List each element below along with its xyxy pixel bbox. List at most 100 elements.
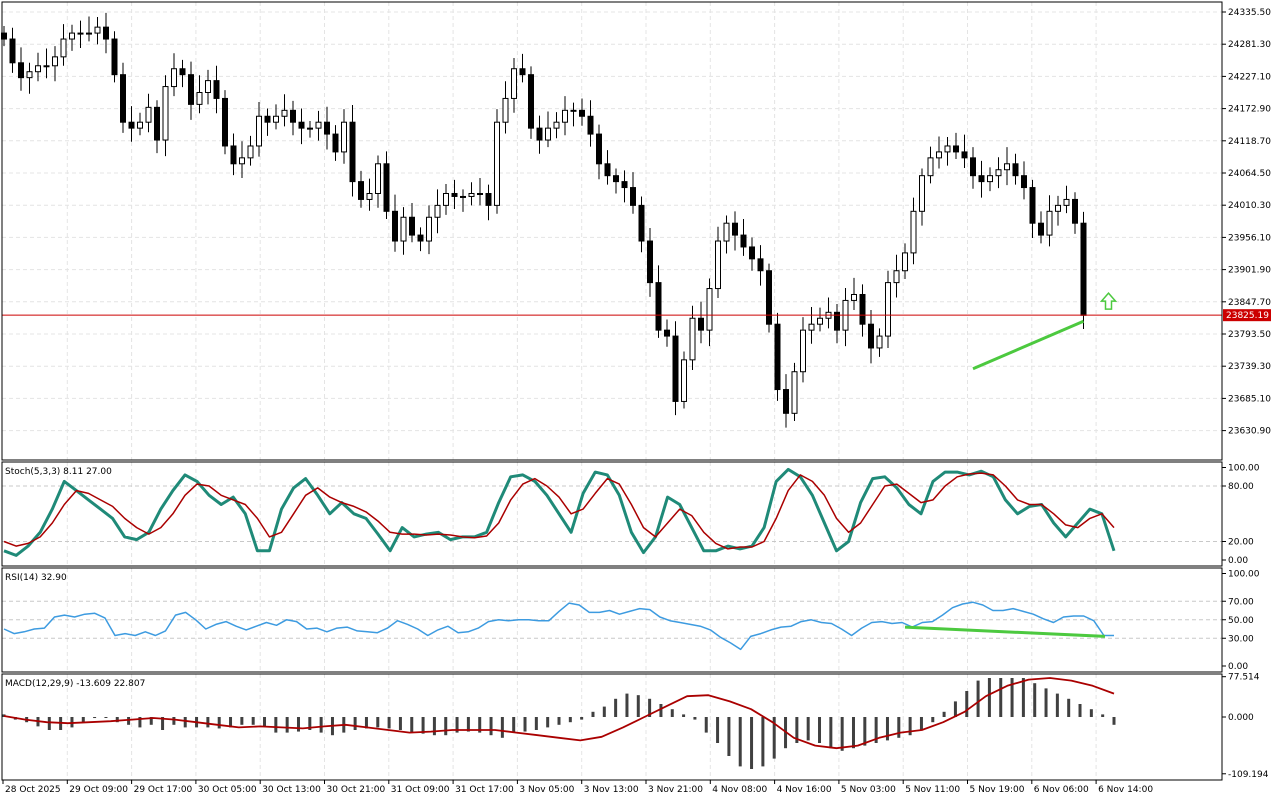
- rsi-line: [3, 601, 1114, 651]
- candle-body: [800, 329, 806, 373]
- candle-body: [145, 106, 152, 123]
- candle-body: [902, 252, 908, 272]
- rsi-panel[interactable]: [3, 601, 1114, 651]
- time-tick-label: 5 Nov 03:00: [841, 785, 896, 795]
- axes: 24335.50 24281.30 24227.10 24172.90 24118.70…: [2, 8, 1271, 795]
- candle-body: [77, 32, 84, 35]
- candle-body: [434, 204, 441, 218]
- candle-body: [944, 145, 951, 153]
- rsi-tick-label: 100.00: [1228, 570, 1260, 580]
- macd-histogram-bar: [953, 701, 957, 717]
- candle-body: [868, 323, 874, 349]
- price-divergence-line: [972, 319, 1085, 371]
- candle-body: [893, 270, 900, 284]
- candle-body: [1038, 222, 1044, 236]
- macd-histogram-bar: [897, 717, 901, 738]
- time-tick-label: 29 Oct 09:00: [69, 785, 128, 795]
- macd-histogram-bar: [432, 717, 436, 736]
- candle-body: [417, 234, 424, 242]
- macd-tick-label: 77.514: [1228, 673, 1260, 683]
- candle-body: [477, 192, 483, 195]
- time-tick-label: 28 Oct 2025: [5, 785, 61, 795]
- price-tick-label: 23901.90: [1228, 266, 1271, 276]
- candle-body: [1080, 222, 1087, 316]
- macd-histogram-bar: [648, 698, 652, 717]
- stoch-signal-line: [3, 472, 1115, 550]
- macd-histogram-bar: [795, 717, 799, 743]
- candle-body: [698, 317, 704, 331]
- time-tick-label: 3 Nov 13:00: [584, 785, 639, 795]
- candle-body: [1012, 163, 1019, 177]
- candle-body: [1021, 175, 1027, 189]
- macd-histogram-bar: [115, 717, 119, 723]
- macd-histogram-bar: [727, 717, 731, 756]
- macd-histogram-bar: [716, 717, 720, 743]
- macd-histogram-bar: [466, 717, 470, 732]
- candle-body: [808, 323, 815, 331]
- macd-histogram-bar: [704, 717, 708, 733]
- macd-histogram-bar: [614, 698, 618, 717]
- candle-body: [681, 359, 687, 402]
- macd-histogram-bar: [534, 717, 538, 730]
- candle-body: [936, 151, 942, 159]
- candle-body: [706, 288, 713, 331]
- current-price-badge: [1223, 309, 1271, 322]
- macd-histogram-bar: [818, 717, 822, 743]
- candle-body: [383, 163, 390, 212]
- current-price-label: 23825.19: [1226, 311, 1269, 321]
- macd-histogram-bar: [1112, 717, 1116, 725]
- macd-histogram-bar: [308, 717, 312, 730]
- macd-histogram-bar: [364, 717, 368, 729]
- macd-histogram-bar: [999, 678, 1003, 717]
- candle-body: [834, 311, 840, 331]
- candle-body: [247, 145, 254, 159]
- candle-body: [723, 222, 730, 242]
- macd-panel[interactable]: [2, 677, 1116, 769]
- candle-body: [579, 109, 585, 117]
- price-tick-label: 23847.70: [1228, 298, 1271, 308]
- rsi-divergence-line: [904, 625, 1106, 638]
- macd-histogram-bar: [172, 717, 176, 725]
- candle-body: [366, 192, 373, 200]
- stochastic-panel[interactable]: [3, 467, 1116, 557]
- macd-histogram-bar: [602, 706, 606, 717]
- candle-body: [647, 240, 653, 284]
- macd-histogram-bar: [761, 717, 765, 767]
- macd-histogram-bar: [206, 717, 210, 728]
- time-tick-label: 5 Nov 19:00: [970, 785, 1025, 795]
- stoch-tick-label: 100.00: [1228, 464, 1260, 474]
- candle-body: [315, 121, 322, 129]
- macd-histogram-bar: [1033, 683, 1037, 717]
- candle-body: [162, 86, 169, 141]
- macd-histogram-bar: [1089, 709, 1093, 717]
- price-panel[interactable]: [1, 12, 1223, 428]
- candle-body: [341, 121, 347, 153]
- macd-histogram-bar: [919, 717, 923, 730]
- macd-histogram-bar: [1010, 678, 1014, 717]
- candle-body: [638, 204, 645, 242]
- candle-body: [86, 32, 92, 35]
- rsi-tick-label: 50.00: [1228, 616, 1254, 626]
- panel-frame-0: [1, 1, 1223, 461]
- price-tick-label: 24172.90: [1228, 105, 1271, 115]
- time-tick-label: 3 Nov 05:00: [519, 785, 574, 795]
- macd-histogram-bar: [1021, 678, 1025, 717]
- macd-histogram-bar: [319, 717, 323, 733]
- candle-body: [120, 74, 126, 123]
- candle-body: [264, 115, 271, 123]
- macd-histogram-bar: [885, 717, 889, 741]
- stoch-indicator-label: Stoch(5,3,3) 8.11 27.00: [5, 467, 112, 477]
- candle-body: [502, 97, 509, 123]
- rsi-indicator-label: RSI(14) 32.90: [5, 573, 67, 583]
- macd-histogram-bar: [591, 711, 595, 717]
- candle-body: [732, 222, 738, 236]
- macd-histogram-bar: [987, 678, 991, 717]
- time-tick-label: 30 Oct 05:00: [198, 785, 257, 795]
- price-tick-label: 23793.50: [1228, 330, 1271, 340]
- macd-histogram-bar: [636, 695, 640, 717]
- candle-body: [859, 293, 866, 325]
- candle-body: [817, 317, 823, 325]
- price-tick-label: 23956.10: [1228, 233, 1271, 243]
- macd-histogram-bar: [376, 717, 380, 728]
